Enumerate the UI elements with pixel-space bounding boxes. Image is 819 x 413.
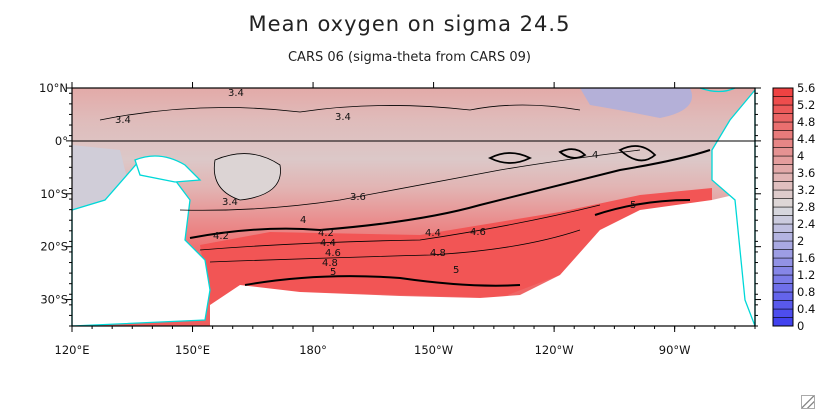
x-tick-label: 150°W <box>414 343 453 357</box>
contour-label: 4.2 <box>213 231 229 242</box>
x-tick-label: 120°W <box>535 343 574 357</box>
eddies-east <box>487 145 657 164</box>
contour-label: 3.4 <box>222 197 238 208</box>
contour-label: 3.6 <box>350 192 366 203</box>
contour-label: 3.4 <box>335 112 351 123</box>
colorbar-label: 5.6 <box>797 81 815 95</box>
contour-label: 4.6 <box>325 248 341 259</box>
x-tick-label: 150°E <box>175 343 210 357</box>
colorbar-label: 5.2 <box>797 98 815 112</box>
colorbar-label: 3.2 <box>797 183 815 197</box>
colorbar-label: 2.8 <box>797 200 815 214</box>
colorbar-bin <box>772 181 794 191</box>
colorbar-bin <box>772 147 794 157</box>
low-oxygen-patch-west <box>72 145 130 215</box>
colorbar-bin <box>772 232 794 242</box>
contour-5 <box>244 199 691 287</box>
contour-label: 4 <box>592 150 598 161</box>
colorbar-frame <box>772 87 794 327</box>
colorbar-label: 4.4 <box>797 132 815 146</box>
colorbar-bin <box>772 308 794 318</box>
y-tick-label: 0° <box>55 134 68 148</box>
colorbar-bin <box>772 130 794 140</box>
colorbar-label: 4 <box>797 149 804 163</box>
colorbar-label: 3.6 <box>797 166 815 180</box>
contour-label: 4.8 <box>430 248 446 259</box>
colorbar-bin <box>772 198 794 208</box>
contour-label: 4.6 <box>470 227 486 238</box>
new-guinea-land <box>134 155 202 183</box>
colorbar-label: 1.6 <box>797 251 815 265</box>
y-tick-label: 30°S <box>40 293 68 307</box>
colorbar-bin <box>772 300 794 310</box>
y-tick-label: 20°S <box>40 240 68 254</box>
contour-label: 5 <box>630 200 636 211</box>
colorbar-bin <box>772 104 794 114</box>
colorbar-label: 1.2 <box>797 268 815 282</box>
y-tick-label: 10°S <box>40 187 68 201</box>
australia-land <box>71 159 211 327</box>
contour-label: 4.4 <box>320 238 336 249</box>
colorbar-bin <box>772 291 794 301</box>
southern-land-mask <box>210 190 755 326</box>
colorbar-label: 2 <box>797 234 804 248</box>
contour-label: 4.4 <box>425 228 441 239</box>
low-oxygen-patch-east <box>580 88 692 118</box>
colorbar-bin <box>772 215 794 225</box>
colorbar-bin <box>772 113 794 123</box>
contour-4-8 <box>209 229 581 263</box>
resize-handle-icon[interactable] <box>801 395 815 409</box>
contour-4 <box>189 149 711 239</box>
colorbar-bin <box>772 138 794 148</box>
colorbar: 5.6 5.2 4.8 4.4 4 3.6 3.2 2.8 2.4 2 1.6 1.2 0.8 0.4 0 <box>772 81 815 333</box>
contour-label: 4.2 <box>318 228 334 239</box>
colorbar-bin <box>772 87 794 97</box>
map-subtitle: CARS 06 (sigma-theta from CARS 09) <box>287 50 531 65</box>
colorbar-bin <box>772 317 794 327</box>
colorbar-bin <box>772 266 794 276</box>
contour-3-4-north <box>99 104 581 121</box>
colorbar-bin <box>772 249 794 259</box>
colorbar-bin <box>772 155 794 165</box>
colorbar-bin <box>772 240 794 250</box>
colorbar-label: 2.4 <box>797 217 815 231</box>
x-tick-label: 90°W <box>659 343 691 357</box>
contour-3-6 <box>179 149 641 211</box>
colorbar-label: 0 <box>797 319 804 333</box>
contour-label: 5 <box>453 265 459 276</box>
colorbar-label: 4.8 <box>797 115 815 129</box>
contour-label: 3.4 <box>228 88 244 99</box>
colorbar-bin <box>772 172 794 182</box>
south-america-land <box>711 88 756 327</box>
contour-label: 3.4 <box>115 115 131 126</box>
contour-4-4 <box>199 204 601 251</box>
plot-area <box>71 87 756 327</box>
contour-label: 4.8 <box>322 258 338 269</box>
colorbar-bin <box>772 189 794 199</box>
colorbar-bin <box>772 121 794 131</box>
colorbar-bin <box>772 223 794 233</box>
contour-3-4-central <box>213 153 281 201</box>
colorbar-bin <box>772 206 794 216</box>
contour-label: 5 <box>330 267 336 278</box>
colorbar-label: 0.4 <box>797 302 815 316</box>
y-tick-label: 10°N <box>39 81 68 95</box>
x-tick-label: 180° <box>299 343 327 357</box>
x-tick-label: 120°E <box>55 343 90 357</box>
colorbar-bin <box>772 96 794 106</box>
colorbar-bin <box>772 257 794 267</box>
colorbar-bin <box>772 283 794 293</box>
colorbar-bin <box>772 164 794 174</box>
colorbar-bin <box>772 274 794 284</box>
contour-label: 4 <box>300 215 306 226</box>
colorbar-label: 0.8 <box>797 285 815 299</box>
map-title: Mean oxygen on sigma 24.5 <box>248 12 571 36</box>
central-america-coast <box>699 87 736 93</box>
